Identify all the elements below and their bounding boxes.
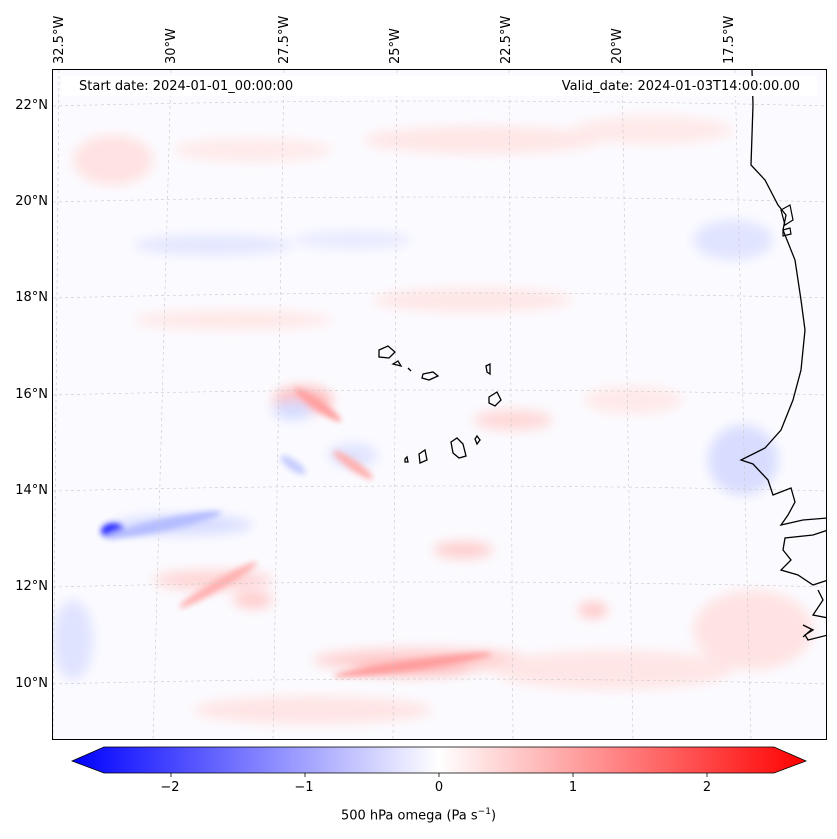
omega-streaks <box>101 388 493 678</box>
lat-label-14n: 14°N <box>15 483 48 498</box>
valid-date-label: Valid_date: 2024-01-03T14:00:00.00 <box>561 79 800 94</box>
lon-label-22-5w: 22.5°W <box>499 15 514 64</box>
omega-pattern <box>53 116 813 724</box>
colorbar-tick-label: −1 <box>294 780 314 795</box>
colorbar-title-text: 500 hPa omega (Pa s <box>340 808 478 824</box>
lat-label-16n: 16°N <box>15 387 48 402</box>
lon-label-32-5w: 32.5°W <box>52 15 67 64</box>
start-date-label: Start date: 2024-01-01_00:00:00 <box>79 79 294 94</box>
lon-label-20w: 20°W <box>610 28 625 64</box>
graticule <box>53 70 826 739</box>
colorbar-tick-label: −2 <box>160 780 180 795</box>
omega-field-map <box>53 70 826 739</box>
cape-verde-islands <box>378 345 502 464</box>
africa-coastline <box>739 70 826 641</box>
colorbar-bar <box>70 746 808 774</box>
lon-label-17-5w: 17.5°W <box>722 15 737 64</box>
colorbar-title-suffix: ) <box>490 808 497 824</box>
lon-label-27-5w: 27.5°W <box>277 15 292 64</box>
lon-label-30w: 30°W <box>164 28 179 64</box>
date-header-bar <box>62 76 817 96</box>
colorbar-tick-label: 2 <box>702 780 712 795</box>
colorbar-ticks <box>170 773 708 777</box>
lat-label-12n: 12°N <box>15 579 48 594</box>
colorbar <box>70 746 808 777</box>
lat-label-20n: 20°N <box>15 194 48 209</box>
colorbar-title-exponent: −1 <box>477 807 491 817</box>
lat-label-10n: 10°N <box>15 676 48 691</box>
lon-label-25w: 25°W <box>388 28 403 64</box>
africa-inlet <box>780 204 794 237</box>
colorbar-tick-label: 0 <box>434 780 444 795</box>
map-panel <box>52 69 827 740</box>
colorbar-title: 500 hPa omega (Pa s−1) <box>0 807 837 823</box>
colorbar-tick-label: 1 <box>568 780 578 795</box>
lat-label-18n: 18°N <box>15 290 48 305</box>
lat-label-22n: 22°N <box>15 98 48 113</box>
